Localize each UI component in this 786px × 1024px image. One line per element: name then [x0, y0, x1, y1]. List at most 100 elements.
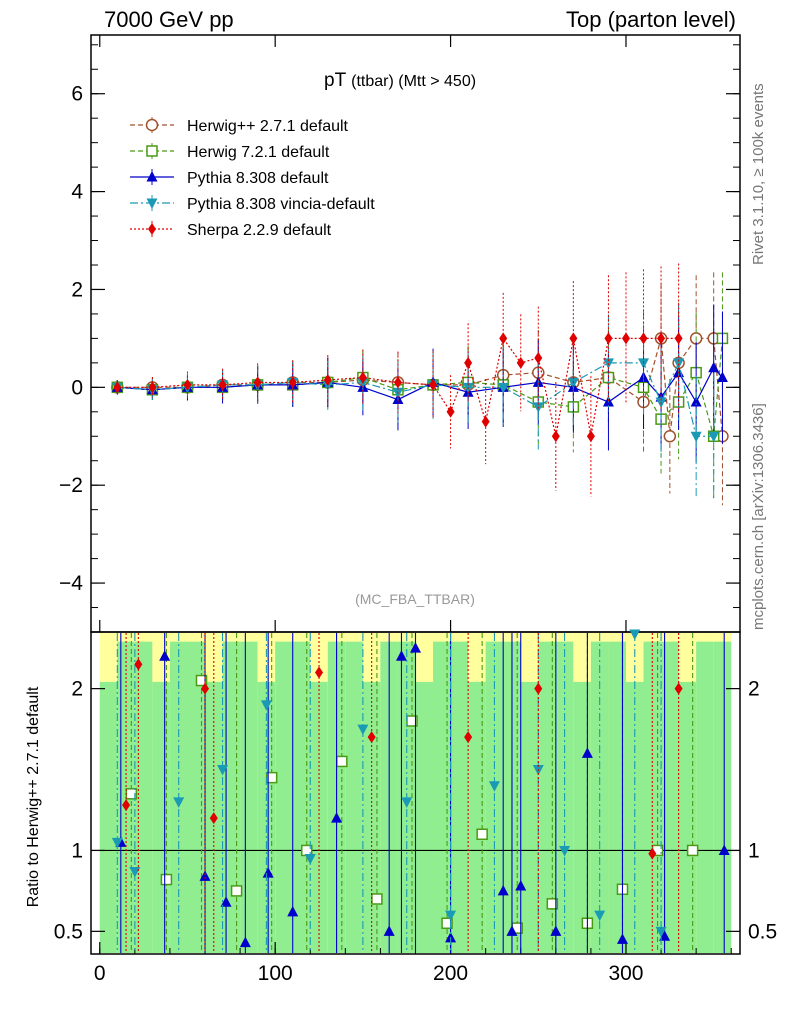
- plot-title: pT (ttbar) (Mtt > 450): [324, 70, 476, 91]
- ratio-point: [686, 844, 699, 857]
- header-right: Top (parton level): [566, 7, 736, 32]
- data-point: [429, 378, 438, 391]
- data-point: [288, 376, 297, 389]
- ratio-band-green: [520, 681, 539, 953]
- ratio-point: [616, 933, 628, 944]
- legend-marker: [145, 118, 159, 132]
- legend-label: Pythia 8.308 default: [187, 170, 329, 187]
- data-point: [253, 376, 262, 389]
- series-pythia-8-308-default: [111, 304, 728, 463]
- ratio-band-green: [713, 641, 732, 953]
- ratio-point: [550, 925, 562, 936]
- ratio-band-green: [538, 641, 556, 953]
- data-point: [674, 332, 683, 345]
- main-ytick-label: −4: [59, 572, 83, 595]
- ratio-point: [357, 724, 369, 736]
- main-series-group: [111, 263, 729, 506]
- ratio-band-green: [415, 681, 434, 953]
- legend-entry: Herwig 7.2.1 default: [130, 143, 330, 161]
- legend-label: Herwig++ 2.7.1 default: [187, 118, 349, 135]
- data-point: [567, 377, 579, 389]
- ratio-axis-ticks: 0.5 0.5 1 1 2 2 0 100 200 300: [54, 678, 777, 985]
- data-point: [183, 378, 192, 391]
- ratio-band-green: [222, 641, 241, 953]
- ratio-point: [260, 700, 272, 711]
- ratio-band-green: [240, 641, 258, 953]
- ratio-series-sherpa-2-2-9-default: [122, 633, 683, 953]
- ratio-point: [445, 910, 457, 922]
- ratio-point: [371, 893, 383, 905]
- data-point: [358, 371, 367, 384]
- ratio-band-green: [450, 641, 469, 953]
- ratio-point: [488, 781, 500, 792]
- data-point: [499, 332, 508, 345]
- legend-entry: Sherpa 2.2.9 default: [130, 221, 332, 239]
- ratio-point: [122, 799, 131, 812]
- legend-entry: Herwig++ 2.7.1 default: [130, 117, 349, 135]
- ratio-xtick-label: 300: [608, 962, 643, 985]
- data-point: [569, 332, 578, 345]
- ratio-point: [220, 896, 232, 907]
- ratio-point: [674, 682, 683, 695]
- ratio-point: [659, 930, 671, 941]
- ratio-point: [134, 658, 143, 671]
- data-point: [690, 396, 702, 407]
- series-pythia-8-308-vincia-default: [111, 305, 720, 500]
- ratio-point: [655, 926, 667, 938]
- rivet-label: Rivet 3.1.10, ≥ 100k events: [750, 83, 767, 265]
- data-point: [690, 431, 702, 443]
- data-point: [323, 373, 332, 386]
- series-line: [117, 366, 723, 404]
- ratio-point: [515, 880, 527, 891]
- data-point: [516, 356, 525, 369]
- ratio-point: [199, 870, 211, 881]
- data-point: [716, 371, 728, 383]
- ratio-point: [401, 797, 413, 808]
- legend-marker: [148, 223, 156, 235]
- ratio-point: [304, 854, 316, 865]
- data-point: [639, 332, 648, 345]
- ratio-point: [331, 812, 343, 823]
- ratio-band-green: [625, 681, 644, 953]
- ratio-point: [173, 797, 185, 808]
- ratio-point: [287, 905, 299, 917]
- ratio-series-pythia-8-308-vincia-default: [111, 629, 667, 953]
- ratio-uncertainty-bands: [99, 633, 732, 953]
- ratio-ytick-label-right: 2: [748, 678, 760, 701]
- ratio-point: [209, 812, 218, 825]
- ratio-band-green: [134, 641, 153, 953]
- mcplots-label: mcplots.cern.ch [arXiv:1306.3436]: [750, 403, 767, 630]
- ratio-xtick-label: 0: [94, 962, 106, 985]
- data-point: [481, 415, 490, 428]
- data-point: [497, 382, 509, 394]
- legend: Herwig++ 2.7.1 default Herwig 7.2.1 defau…: [130, 117, 375, 239]
- ratio-band-green: [292, 641, 311, 953]
- ratio-point: [230, 885, 243, 897]
- plot-title-main: pT: [324, 70, 347, 91]
- legend-label: Herwig 7.2.1 default: [187, 144, 330, 161]
- data-point: [551, 430, 560, 443]
- ratio-band-green: [433, 641, 451, 953]
- series-sherpa-2-2-9-default: [113, 263, 683, 497]
- main-ytick-label: 4: [71, 181, 83, 204]
- ratio-point: [476, 828, 488, 841]
- ratio-point: [159, 650, 171, 661]
- ratio-point: [262, 867, 274, 878]
- ratio-point: [239, 936, 251, 948]
- data-point: [663, 430, 677, 443]
- data-point: [604, 332, 613, 345]
- data-point: [113, 381, 122, 394]
- legend-label: Pythia 8.308 vincia-default: [187, 196, 375, 213]
- data-point: [464, 356, 473, 369]
- ratio-band-green: [257, 681, 276, 953]
- header-left: 7000 GeV pp: [104, 7, 234, 32]
- ratio-point: [111, 837, 123, 849]
- legend-marker: [146, 171, 158, 182]
- data-point: [446, 405, 455, 418]
- ratio-point: [160, 873, 173, 886]
- ratio-point: [315, 666, 324, 679]
- main-ytick-label: 0: [71, 376, 83, 399]
- main-ytick-label: 2: [71, 278, 83, 301]
- legend-label: Sherpa 2.2.9 default: [187, 222, 332, 239]
- ratio-point: [383, 925, 395, 936]
